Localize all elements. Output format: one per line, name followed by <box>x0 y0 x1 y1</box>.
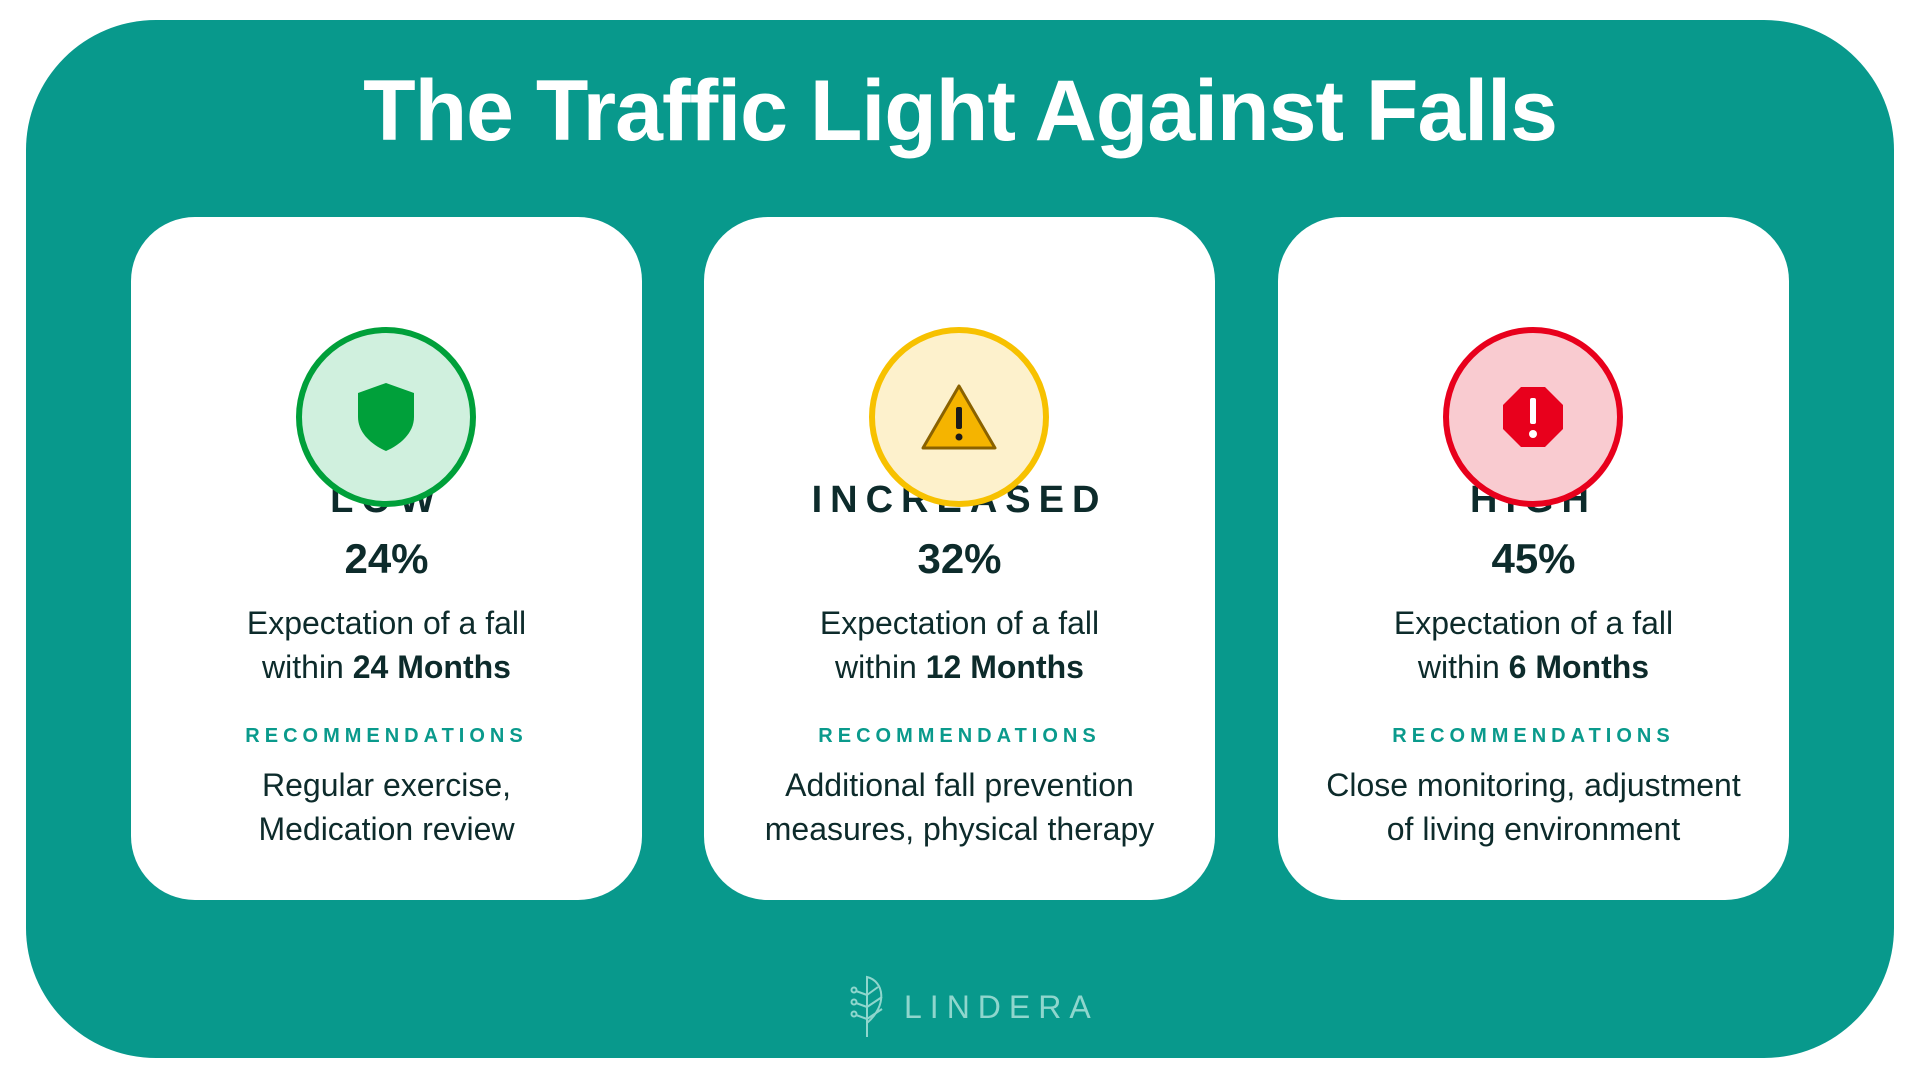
recommendations-heading: RECOMMENDATIONS <box>818 725 1101 747</box>
risk-indicator-circle <box>869 327 1049 507</box>
recommendation-line: Additional fall prevention <box>785 767 1134 803</box>
risk-indicator-circle <box>296 327 476 507</box>
leaf-icon <box>850 975 883 1037</box>
expectation-timeframe: 6 Months <box>1508 649 1650 685</box>
expectation-timeframe: 24 Months <box>352 649 511 685</box>
risk-indicator-circle <box>1443 327 1623 507</box>
lindera-logo: LINDERA <box>850 975 1099 1039</box>
stop-alert-icon <box>1503 387 1563 447</box>
recommendation-line: measures, physical therapy <box>764 811 1155 847</box>
shield-icon <box>358 383 414 451</box>
fall-percentage: 45% <box>1491 535 1576 582</box>
page-title: The Traffic Light Against Falls <box>363 63 1558 159</box>
fall-percentage: 32% <box>917 535 1002 582</box>
recommendations-heading: RECOMMENDATIONS <box>1392 725 1675 747</box>
expectation-prefix: within <box>835 649 926 685</box>
recommendations-text: Additional fall prevention measures, phys… <box>714 763 1205 851</box>
expectation-prefix: within <box>1417 649 1509 685</box>
risk-card-increased: INCREASED 32% Expectation of a fallwithi… <box>704 217 1215 900</box>
expectation-text: Expectation of a fall within 12 Months <box>704 601 1215 689</box>
recommendation-line: of living environment <box>1386 811 1681 847</box>
fall-percentage: 24% <box>344 535 429 582</box>
expectation-timeframe: 12 Months <box>925 649 1084 685</box>
recommendations-heading: RECOMMENDATIONS <box>245 725 528 747</box>
expectation-prefix: within <box>262 649 353 685</box>
warning-icon <box>921 384 997 450</box>
expectation-text: Expectation of a fall within 6 Months <box>1278 601 1789 689</box>
recommendation-line: Regular exercise, <box>262 767 511 803</box>
expectation-line: Expectation of a fall <box>819 605 1100 641</box>
expectation-line: Expectation of a fall <box>1393 605 1674 641</box>
recommendations-text: Close monitoring, adjustment of living en… <box>1288 763 1779 851</box>
recommendations-text: Regular exercise, Medication review <box>141 763 632 851</box>
logo-text: LINDERA <box>904 988 1099 1025</box>
recommendation-line: Medication review <box>258 811 515 847</box>
expectation-line: Expectation of a fall <box>246 605 527 641</box>
recommendation-line: Close monitoring, adjustment <box>1326 767 1741 803</box>
expectation-text: Expectation of a fall within 24 Months <box>131 601 642 689</box>
